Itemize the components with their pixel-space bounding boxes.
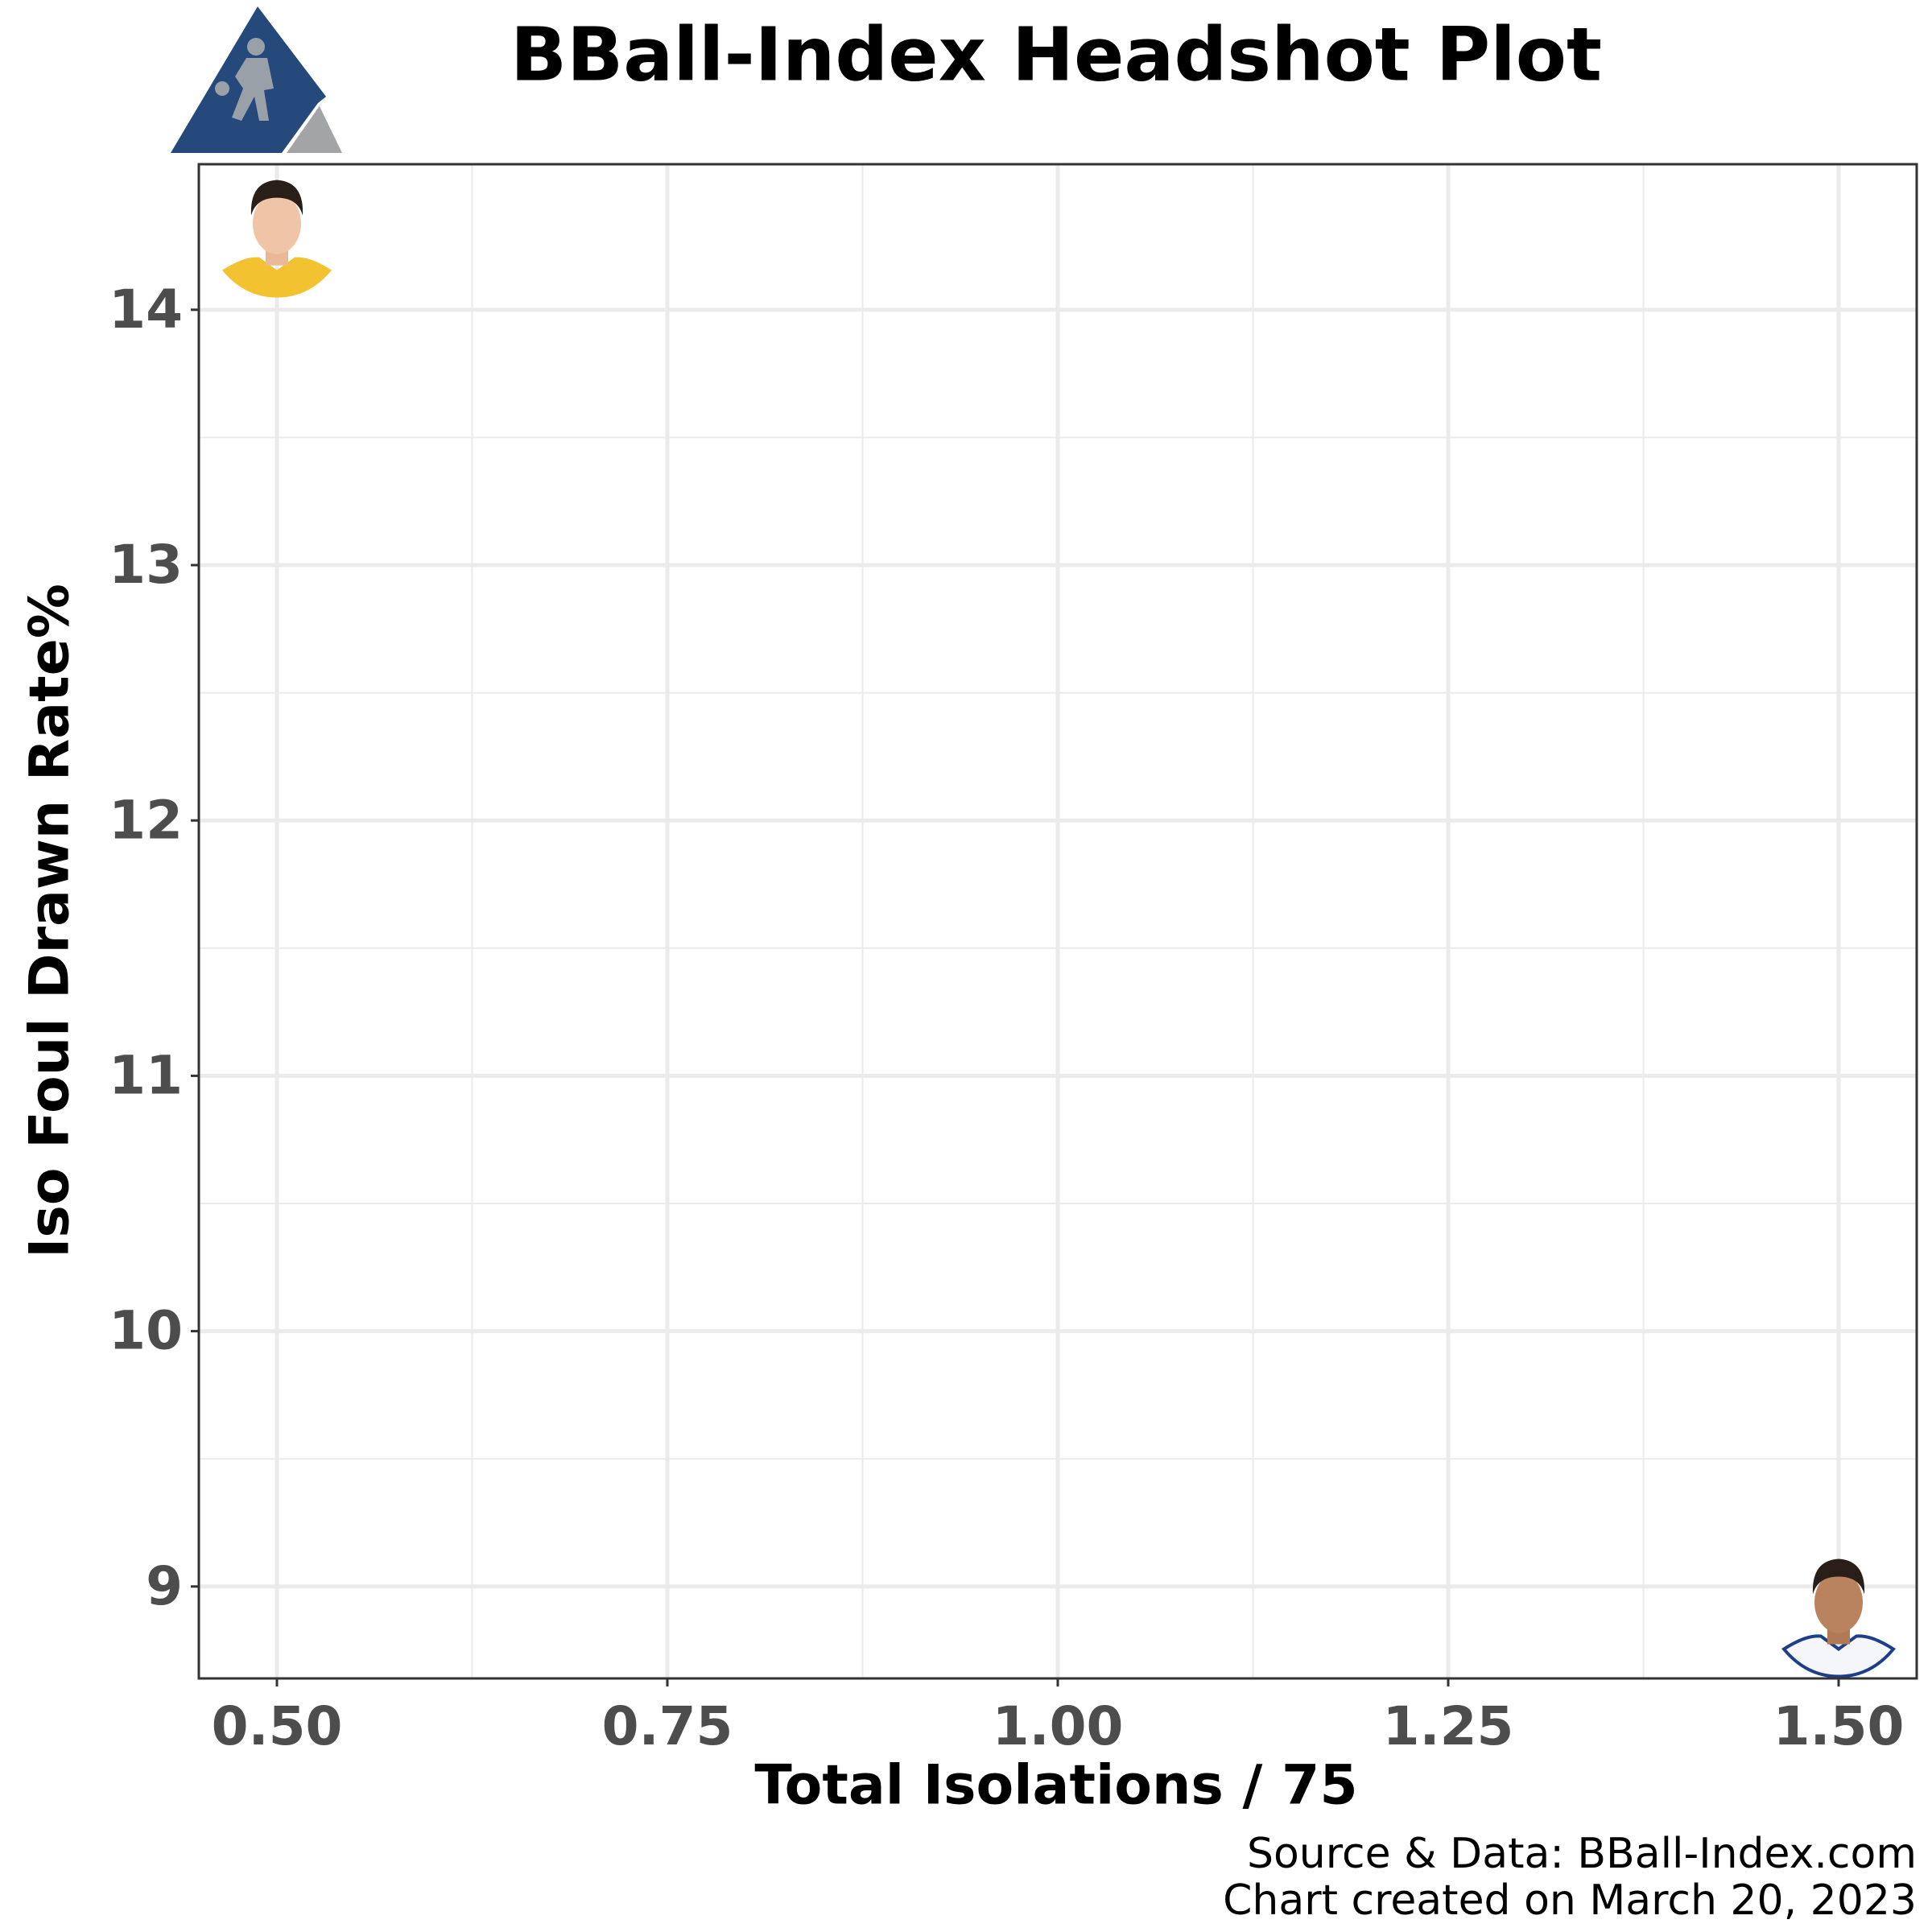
headshot-jersey bbox=[222, 257, 332, 298]
chart-title: BBall-Index Headshot Plot bbox=[510, 11, 1602, 97]
headshot-face bbox=[253, 192, 301, 254]
source-note: Source & Data: BBall-Index.com bbox=[1247, 1830, 1917, 1878]
y-tick-label: 10 bbox=[109, 1300, 183, 1362]
headshot bbox=[1781, 1558, 1896, 1678]
y-tick-label: 14 bbox=[109, 279, 183, 341]
headshot-hair bbox=[250, 180, 303, 216]
x-tick-label: 1.50 bbox=[1773, 1695, 1905, 1757]
headshot-face bbox=[1814, 1571, 1863, 1633]
x-tick-label: 1.00 bbox=[993, 1695, 1124, 1757]
y-tick-label: 11 bbox=[109, 1044, 183, 1106]
x-tick-label: 0.50 bbox=[212, 1695, 343, 1757]
x-tick-label: 1.25 bbox=[1383, 1695, 1514, 1757]
x-axis-title: Total Isolations / 75 bbox=[754, 1754, 1357, 1818]
grid bbox=[199, 164, 1917, 1678]
logo bbox=[171, 6, 342, 153]
marks bbox=[222, 180, 1896, 1678]
y-tick-label: 12 bbox=[109, 789, 183, 851]
headshot-hair bbox=[1812, 1558, 1865, 1595]
created-note: Chart created on March 20, 2023 bbox=[1223, 1876, 1917, 1925]
x-tick-label: 0.75 bbox=[602, 1695, 733, 1757]
y-axis-title: Iso Foul Drawn Rate% bbox=[19, 584, 82, 1258]
y-tick-label: 13 bbox=[109, 534, 183, 596]
headshot-jersey bbox=[1781, 1634, 1896, 1678]
headshot bbox=[222, 180, 332, 298]
y-tick-label: 9 bbox=[146, 1555, 183, 1617]
